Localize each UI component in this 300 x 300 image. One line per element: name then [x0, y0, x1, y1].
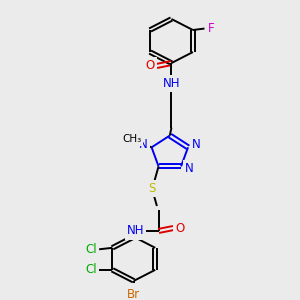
Text: NH: NH	[127, 224, 144, 237]
Text: O: O	[146, 59, 154, 73]
Text: N: N	[139, 139, 148, 152]
Text: NH: NH	[163, 77, 180, 90]
Text: F: F	[208, 22, 214, 35]
Text: S: S	[148, 182, 156, 195]
Text: CH₃: CH₃	[122, 134, 141, 144]
Text: Cl: Cl	[85, 243, 97, 256]
Text: N: N	[192, 139, 201, 152]
Text: N: N	[185, 162, 194, 175]
Text: O: O	[176, 221, 184, 235]
Text: Br: Br	[127, 288, 140, 300]
Text: Cl: Cl	[85, 263, 97, 276]
